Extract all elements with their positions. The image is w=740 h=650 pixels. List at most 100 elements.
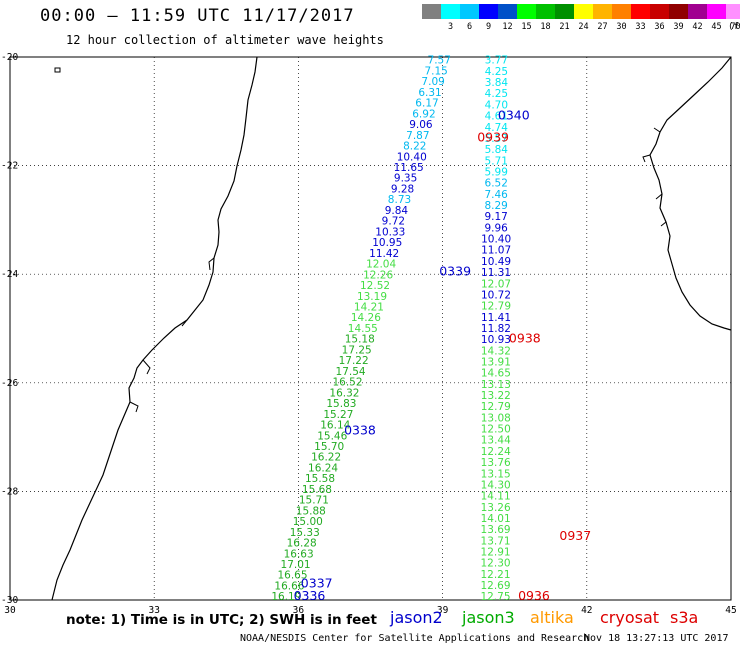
wave-height-value: 12.75: [480, 591, 510, 603]
wave-height-value: 6.52: [485, 178, 508, 190]
longitude-ticks: 30 33 36 39 42 45: [4, 605, 736, 616]
legend-unit: (ft): [728, 22, 740, 32]
wave-height-value: 4.25: [485, 66, 508, 78]
wave-height-value: 17.01: [281, 559, 311, 571]
legend-label: 12: [502, 22, 513, 32]
wave-height-value: 12.04: [366, 259, 396, 271]
wave-height-value: 15.88: [296, 505, 326, 517]
map-title: 00:00 – 11:59 UTC 11/17/2017: [40, 6, 355, 26]
wave-height-value: 12.79: [481, 401, 511, 413]
legend-swatch: [536, 4, 555, 19]
wave-height-value: 4.61: [485, 111, 508, 123]
wave-height-value: 16.65: [277, 570, 307, 582]
wave-height-value: 11.42: [369, 248, 399, 260]
wave-height-value: 14.11: [481, 491, 511, 503]
wave-height-value: 13.08: [481, 412, 511, 424]
wave-height-value: 13.76: [481, 457, 511, 469]
pass-time-label: 0937: [559, 528, 591, 543]
wave-height-value: 17.54: [336, 366, 366, 378]
legend-swatch: [631, 4, 650, 19]
wave-height-value: 7.87: [406, 130, 429, 142]
wave-height-value: 10.49: [481, 256, 511, 268]
legend-swatch: [650, 4, 669, 19]
wave-height-value: 11.65: [394, 162, 424, 174]
legend-label: 45: [711, 22, 722, 32]
pass-time-label: 0936: [518, 588, 550, 603]
wave-height-value: 10.72: [481, 289, 511, 301]
wave-height-value: 9.84: [385, 205, 409, 217]
wave-height-value: 9.06: [409, 119, 433, 131]
pass-time-label: 0336: [294, 588, 326, 603]
wave-height-value: 4.25: [485, 88, 508, 100]
legend-swatch: [517, 4, 536, 19]
legend-color-bar: [422, 4, 740, 19]
wave-height-value: 7.46: [484, 189, 508, 201]
legend-swatch: [460, 4, 479, 19]
lat-tick-label: -28: [1, 486, 18, 497]
wave-height-value: 3.77: [485, 55, 508, 67]
wave-height-value: 5.57: [485, 133, 508, 145]
wave-height-value: 13.19: [357, 291, 387, 303]
wave-height-value: 12.21: [480, 569, 510, 581]
credit-text: NOAA/NESDIS Center for Satellite Applica…: [240, 633, 590, 644]
legend-swatch: [688, 4, 707, 19]
satellite-name: jason2: [390, 608, 443, 627]
legend-label: 27: [597, 22, 608, 32]
wave-height-value: 15.83: [326, 398, 356, 410]
wave-height-value: 15.27: [323, 409, 353, 421]
wave-height-value: 12.52: [360, 280, 390, 292]
legend-label: 36: [654, 22, 665, 32]
wave-height-value: 8.29: [484, 200, 507, 212]
coast-inlet: [129, 257, 215, 413]
wave-height-value: 14.01: [481, 513, 511, 525]
wave-height-value: 6.17: [415, 98, 438, 110]
lon-tick-label: 33: [148, 605, 159, 616]
small-island: [54, 67, 61, 73]
wave-height-value: 10.40: [481, 234, 511, 246]
lat-tick-label: -30: [1, 595, 18, 606]
wave-height-value: 13.69: [481, 524, 511, 536]
wave-height-value: 15.00: [293, 516, 323, 528]
wave-height-value: 14.26: [351, 312, 381, 324]
wave-height-value: 16.14: [320, 420, 350, 432]
wave-height-value: 7.15: [424, 65, 447, 77]
satellite-name: s3a: [670, 608, 699, 627]
wave-height-value: 17.25: [342, 344, 372, 356]
legend-label: 70: [730, 22, 740, 32]
footer-note: note: 1) Time is in UTC; 2) SWH is in fe…: [66, 612, 377, 628]
wave-height-value: 16.24: [308, 462, 338, 474]
legend-label: 18: [540, 22, 551, 32]
wave-height-value: 14.21: [354, 301, 384, 313]
wave-height-value: 16.19: [271, 591, 301, 603]
wave-height-value: 12.24: [481, 446, 511, 458]
wave-height-value: 13.22: [481, 390, 511, 402]
wave-height-value: 10.40: [397, 151, 427, 163]
wave-height-value: 14.65: [481, 368, 511, 380]
wave-height-value: 8.73: [388, 194, 411, 206]
wave-height-value: 11.82: [481, 323, 511, 335]
wave-height-value: 13.15: [481, 468, 511, 480]
lat-tick-label: -22: [1, 161, 18, 172]
graticule: [10, 57, 731, 600]
wave-height-value: 12.26: [363, 269, 393, 281]
legend-label: 30: [616, 22, 627, 32]
pass-time-label: 0338: [344, 423, 376, 438]
wave-height-value: 15.58: [305, 473, 335, 485]
wave-height-value: 9.28: [391, 183, 414, 195]
wave-height-value: 14.32: [481, 345, 511, 357]
legend-swatch: [441, 4, 460, 19]
legend-label: 24: [578, 22, 589, 32]
lon-tick-label: 42: [581, 605, 592, 616]
wave-height-value: 12.30: [481, 558, 511, 570]
legend-swatch: [422, 4, 441, 19]
lat-tick-label: -26: [1, 378, 18, 389]
wave-height-value: 15.18: [345, 334, 375, 346]
wave-height-value: 7.57: [428, 55, 451, 67]
wave-height-value: 9.35: [394, 173, 417, 185]
wave-height-value: 15.70: [314, 441, 344, 453]
legend-label: 15: [521, 22, 532, 32]
wave-height-value: 13.71: [481, 535, 511, 547]
legend-swatch: [479, 4, 498, 19]
satellite-name: jason3: [462, 608, 515, 627]
